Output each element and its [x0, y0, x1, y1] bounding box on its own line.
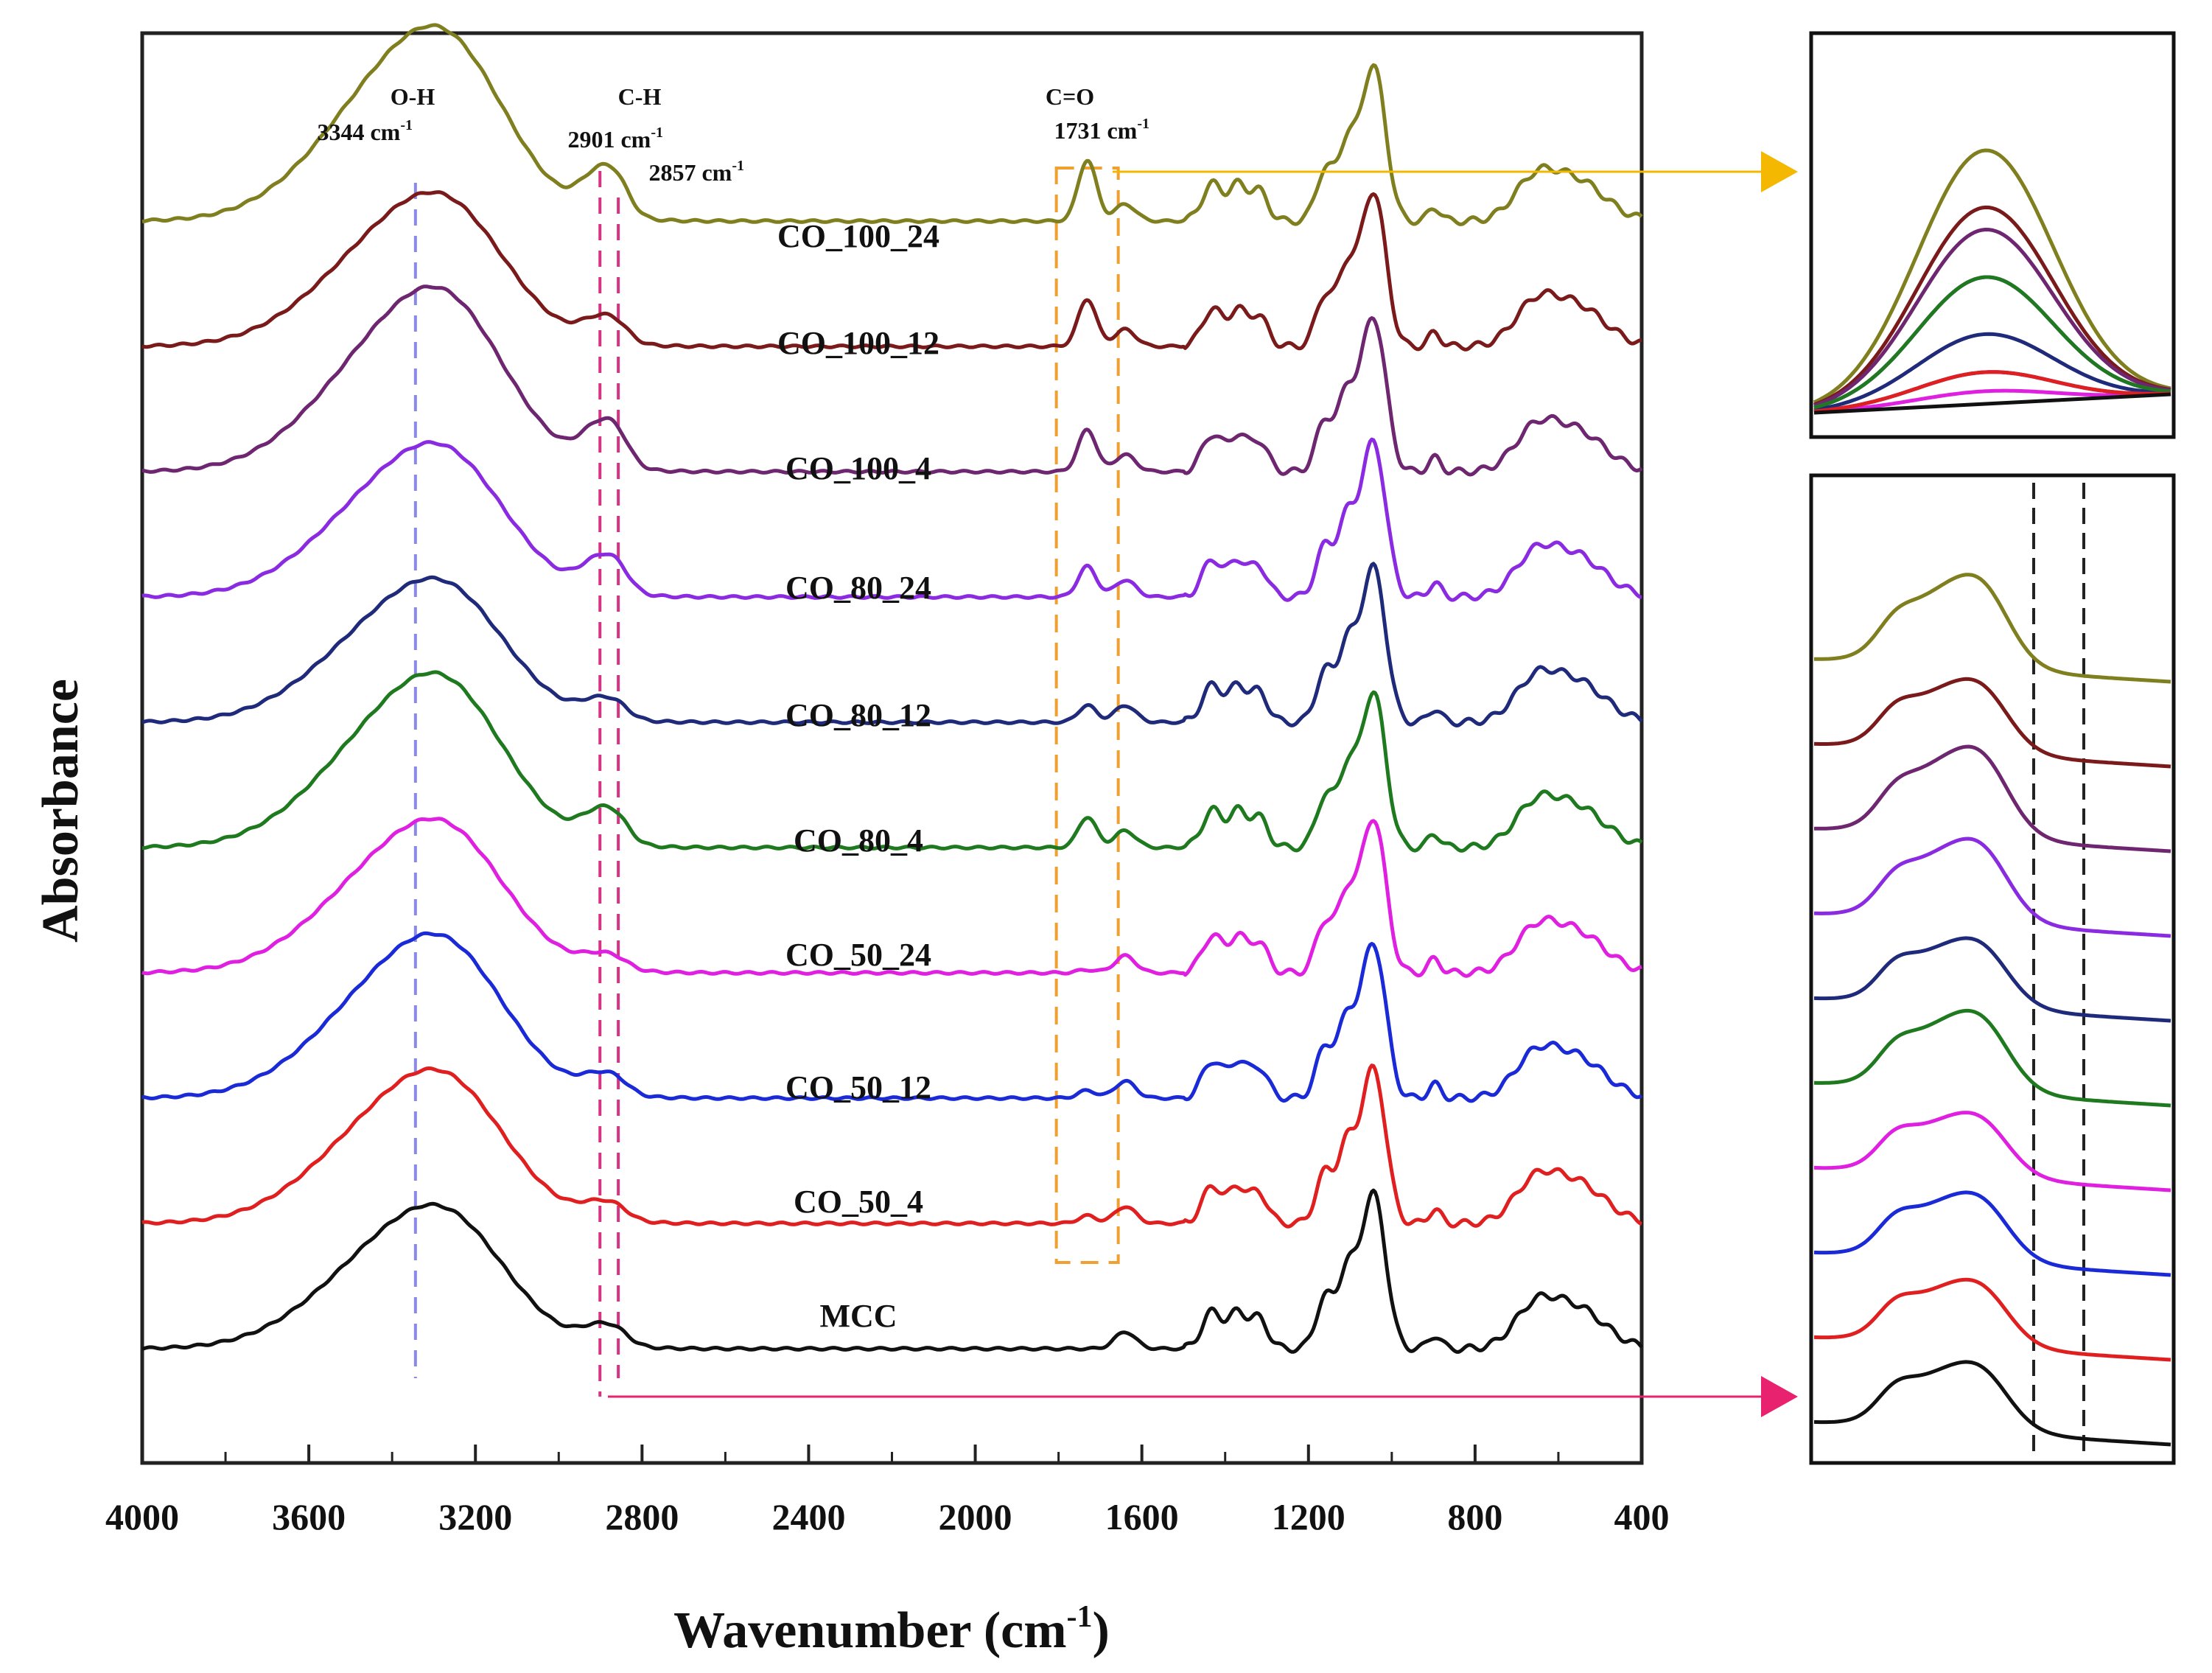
ch-inset-line	[1813, 936, 2171, 1023]
co-inset-line	[1813, 388, 2171, 414]
ch-inset-line	[1813, 1111, 2171, 1192]
series-label: CO_50_4	[794, 1184, 923, 1220]
ch-inset-line	[1813, 744, 2171, 853]
x-tick-label: 800	[1447, 1496, 1502, 1537]
x-tick-label: 400	[1614, 1496, 1670, 1537]
ch-inset-line	[1813, 1360, 2171, 1447]
spectrum-line	[141, 931, 1643, 1103]
series-label: CO_80_24	[785, 570, 931, 606]
spectrum-line	[141, 1188, 1643, 1354]
peak-guides	[413, 167, 1120, 1397]
spectra-group	[141, 23, 1643, 1354]
spectrum-line	[141, 670, 1643, 853]
x-tick-label: 3200	[438, 1496, 512, 1537]
spectrum-line	[141, 190, 1642, 352]
spectrum-line	[141, 817, 1642, 978]
series-labels: CO_100_24 CO_100_12 CO_100_4 CO_80_24 CO_80_…	[777, 218, 939, 1334]
spectrum-line	[141, 1063, 1642, 1229]
x-tick-label: 1200	[1272, 1496, 1345, 1537]
series-label: CO_50_24	[785, 937, 931, 973]
series-label: CO_50_12	[785, 1069, 931, 1106]
co-inset-line	[1813, 370, 2171, 413]
co-region-bracket	[1054, 167, 1120, 1264]
y-axis-title: Absorbance	[32, 679, 89, 943]
ch-inset-line	[1814, 836, 2171, 938]
peak-co-value: 1731 cm-1	[1054, 116, 1149, 144]
series-label: CO_100_4	[785, 450, 931, 486]
spectrum-line	[141, 437, 1642, 602]
series-label: CO_80_4	[794, 822, 923, 859]
x-tick-label: 4000	[105, 1496, 179, 1537]
spectrum-line	[141, 284, 1643, 477]
x-tick-label: 1600	[1105, 1496, 1179, 1537]
ch-inset-line	[1813, 1190, 2171, 1277]
ch-inset-line	[1813, 1008, 2171, 1108]
x-axis: 4000 3600 3200 2800 2400 2000 1600 1200 800 400	[105, 1445, 1670, 1537]
series-label: CO_100_12	[777, 325, 939, 361]
series-label: MCC	[819, 1298, 897, 1334]
co-inset-spectra	[1813, 148, 2171, 415]
ch-inset-line	[1813, 1277, 2171, 1362]
peak-ch2-value: 2857 cm-1	[648, 158, 744, 186]
co-inset-line	[1813, 227, 2171, 408]
ch-inset-frame	[1809, 473, 2176, 1465]
peak-co-name: C=O	[1046, 83, 1094, 110]
peak-oh-value: 3344 cm-1	[317, 117, 413, 145]
co-inset-frame	[1809, 31, 2176, 439]
co-inset-line	[1813, 148, 2171, 405]
peak-annotations: O-H 3344 cm-1 C-H 2901 cm-1 2857 cm-1 C=…	[317, 83, 1149, 186]
peak-ch-value: 2901 cm-1	[567, 125, 663, 153]
peak-ch-name: C-H	[618, 83, 662, 110]
series-label: CO_80_12	[785, 697, 931, 733]
x-tick-label: 2800	[605, 1496, 679, 1537]
x-tick-label: 2000	[939, 1496, 1012, 1537]
x-tick-label: 2400	[771, 1496, 845, 1537]
x-axis-title: Wavenumber (cm-1)	[673, 1600, 1110, 1659]
co-inset-arrow-head	[1761, 151, 1798, 192]
spectrum-line	[141, 562, 1643, 727]
x-tick-label: 3600	[272, 1496, 346, 1537]
co-inset-line	[1813, 392, 2171, 415]
spectrum-line	[141, 23, 1643, 226]
ch-inset-arrow-head	[1761, 1376, 1798, 1417]
co-inset-line	[1813, 332, 2171, 412]
ch-inset-line	[1814, 573, 2171, 684]
ch-inset-spectra	[1813, 483, 2171, 1459]
co-inset-line	[1813, 205, 2171, 407]
series-label: CO_100_24	[777, 218, 939, 254]
ch-inset-line	[1813, 677, 2171, 769]
co-inset-line	[1813, 275, 2171, 410]
inset-arrows	[608, 151, 1798, 1417]
peak-oh-name: O-H	[391, 83, 435, 110]
